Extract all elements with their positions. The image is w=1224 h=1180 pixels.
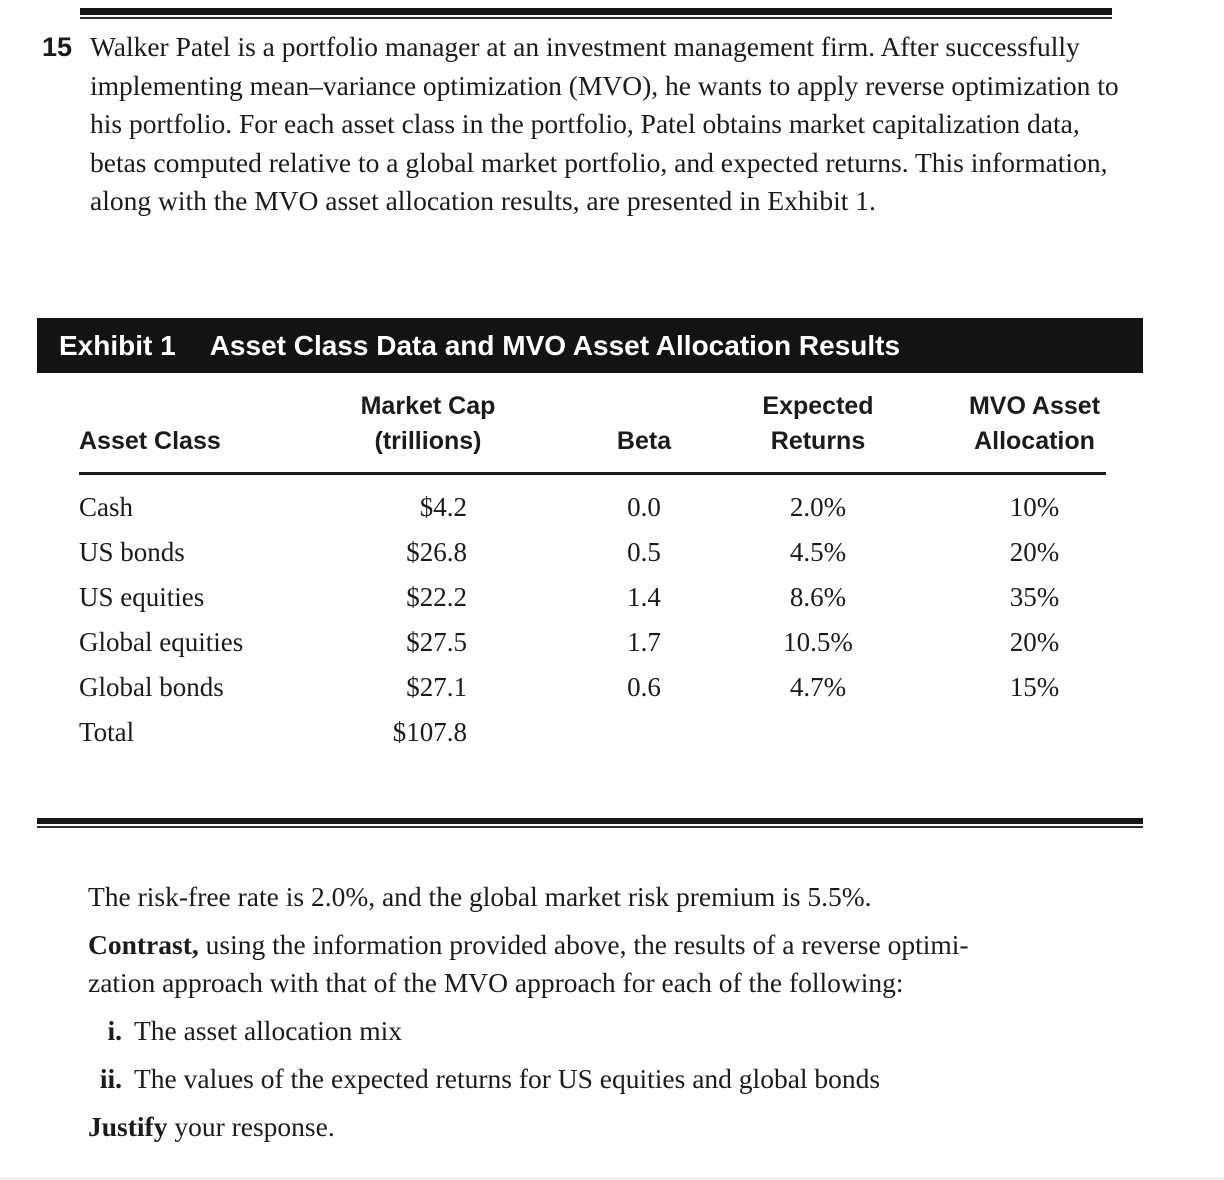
cell-beta: 0.0 bbox=[627, 492, 661, 522]
list-item-i: i. The asset allocation mix bbox=[88, 1012, 1158, 1050]
cell-asset-class: Global equities bbox=[79, 627, 244, 657]
exhibit: Exhibit 1 Asset Class Data and MVO Asset… bbox=[37, 318, 1143, 751]
justify-keyword: Justify bbox=[88, 1111, 168, 1142]
table-row: US equities $22.2 1.4 8.6% 35% bbox=[79, 571, 1106, 616]
list-marker-ii: ii. bbox=[99, 1063, 122, 1094]
top-double-rule bbox=[80, 8, 1112, 19]
cell-beta: 0.5 bbox=[627, 537, 661, 567]
cell-asset-class: Total bbox=[79, 717, 135, 747]
rule-thick-line bbox=[37, 818, 1143, 824]
instructions-block: The risk-free rate is 2.0%, and the glob… bbox=[88, 878, 1158, 1156]
cell-market-cap: $26.8 bbox=[406, 537, 467, 567]
cell-expected-return: 10.5% bbox=[783, 627, 853, 657]
cell-mvo-allocation: 20% bbox=[1009, 627, 1060, 657]
cell-expected-return: 4.5% bbox=[789, 537, 847, 567]
cell-mvo-allocation: 35% bbox=[1009, 582, 1060, 612]
list-item-ii: ii. The values of the expected returns f… bbox=[88, 1060, 1158, 1098]
exhibit-title: Asset Class Data and MVO Asset Allocatio… bbox=[209, 329, 901, 361]
cell-mvo-allocation bbox=[903, 706, 1106, 751]
cell-beta: 1.4 bbox=[627, 582, 661, 612]
column-header-expected-returns: Expected Returns bbox=[733, 389, 903, 475]
cell-asset-class: Global bonds bbox=[79, 672, 224, 702]
question-block: 15 Walker Patel is a portfolio manager a… bbox=[42, 28, 1132, 221]
exhibit-header-bar: Exhibit 1 Asset Class Data and MVO Asset… bbox=[37, 318, 1143, 373]
column-header-beta: Beta bbox=[555, 389, 733, 475]
cell-expected-return: 8.6% bbox=[789, 582, 847, 612]
cell-mvo-allocation: 20% bbox=[1009, 537, 1060, 567]
table-row: US bonds $26.8 0.5 4.5% 20% bbox=[79, 526, 1106, 571]
question-text: Walker Patel is a portfolio manager at a… bbox=[90, 31, 1119, 216]
table-row: Cash $4.2 0.0 2.0% 10% bbox=[79, 474, 1106, 527]
cell-asset-class: Cash bbox=[79, 492, 133, 522]
rule-thin-line bbox=[37, 826, 1143, 828]
justify-instruction: Justify your response. bbox=[88, 1111, 335, 1142]
page-bottom-edge bbox=[0, 1177, 1224, 1180]
rule-thin-line bbox=[80, 17, 1112, 19]
exhibit-table: Asset Class Market Cap (trillions) Beta … bbox=[79, 389, 1106, 751]
list-text-ii: The values of the expected returns for U… bbox=[134, 1063, 881, 1094]
cell-market-cap: $22.2 bbox=[406, 582, 467, 612]
list-text-i: The asset allocation mix bbox=[134, 1015, 403, 1046]
cell-asset-class: US bonds bbox=[79, 537, 185, 567]
risk-free-note: The risk-free rate is 2.0%, and the glob… bbox=[88, 881, 872, 912]
question-number: 15 bbox=[42, 32, 73, 62]
table-row-total: Total $107.8 bbox=[79, 706, 1106, 751]
cell-expected-return: 4.7% bbox=[789, 672, 847, 702]
cell-market-cap: $27.5 bbox=[406, 627, 467, 657]
cell-market-cap: $107.8 bbox=[392, 717, 467, 747]
contrast-keyword: Contrast, bbox=[88, 929, 199, 960]
cell-asset-class: US equities bbox=[79, 582, 205, 612]
cell-market-cap: $27.1 bbox=[406, 672, 467, 702]
cell-expected-return: 2.0% bbox=[789, 492, 847, 522]
column-header-asset-class: Asset Class bbox=[79, 389, 301, 475]
cell-market-cap: $4.2 bbox=[419, 492, 467, 522]
cell-mvo-allocation: 15% bbox=[1009, 672, 1060, 702]
column-header-market-cap: Market Cap (trillions) bbox=[301, 389, 555, 475]
contrast-instruction: Contrast, using the information provided… bbox=[88, 929, 969, 998]
rule-thick-line bbox=[80, 8, 1112, 15]
exhibit-bottom-double-rule bbox=[37, 818, 1143, 828]
list-marker-i: i. bbox=[107, 1015, 122, 1046]
table-header-row: Asset Class Market Cap (trillions) Beta … bbox=[79, 389, 1106, 475]
cell-beta: 1.7 bbox=[627, 627, 661, 657]
cell-beta bbox=[555, 706, 733, 751]
cell-expected-return bbox=[733, 706, 903, 751]
cell-beta: 0.6 bbox=[627, 672, 661, 702]
exhibit-label: Exhibit 1 bbox=[59, 329, 176, 361]
table-row: Global equities $27.5 1.7 10.5% 20% bbox=[79, 616, 1106, 661]
column-header-mvo-asset-allocation: MVO Asset Allocation bbox=[903, 389, 1106, 475]
table-row: Global bonds $27.1 0.6 4.7% 15% bbox=[79, 661, 1106, 706]
cell-mvo-allocation: 10% bbox=[1009, 492, 1060, 522]
